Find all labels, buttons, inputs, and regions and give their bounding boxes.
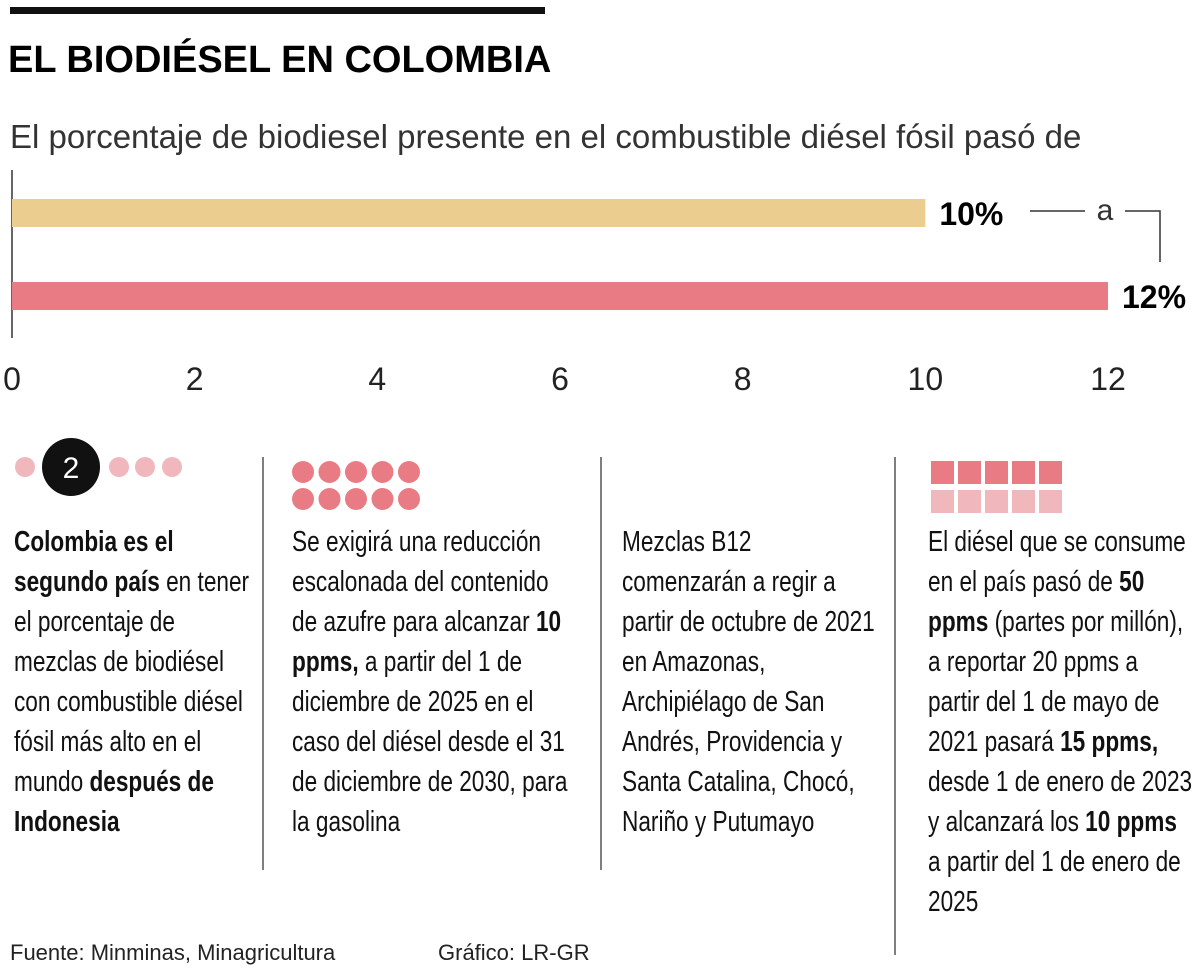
square-icon <box>985 461 1008 484</box>
bold-text: 10 ppms <box>1085 806 1177 838</box>
square-icon <box>1039 490 1062 513</box>
dot-icon <box>371 461 394 483</box>
dot-icon <box>292 488 314 510</box>
badge-text: 2 <box>63 452 80 485</box>
credit: Gráfico: LR-GR <box>438 940 590 965</box>
square-icon <box>1039 461 1062 484</box>
x-tick-label: 12 <box>1090 361 1126 397</box>
bar <box>12 199 926 227</box>
dot-icon <box>318 488 341 510</box>
subtitle: El porcentaje de biodiesel presente en e… <box>10 118 1081 155</box>
column-text: Se exigirá una reducción escalonada del … <box>292 522 577 842</box>
connector-text: a <box>1097 194 1114 227</box>
dot-icon <box>398 461 420 483</box>
text: Se exigirá una reducción escalonada del … <box>292 526 549 638</box>
text: a partir del 1 de diciembre de 2025 en e… <box>292 646 568 838</box>
square-icon <box>958 490 981 513</box>
text: en tener el porcentaje de mezclas de bio… <box>14 566 250 798</box>
dot-icon <box>109 457 129 477</box>
bold-text: 50 ppms <box>928 566 1145 638</box>
bold-text: 10 ppms, <box>292 606 562 678</box>
text: El diésel que se consume en el país pasó… <box>928 526 1186 598</box>
x-tick-label: 4 <box>368 361 386 397</box>
x-tick-label: 0 <box>3 361 21 397</box>
value-label: 10% <box>939 196 1003 232</box>
square-icon <box>958 461 981 484</box>
text: Mezclas B12 comenzarán a regir a partir … <box>622 526 875 838</box>
text: desde 1 de enero de 2023 y alcanzará los <box>928 766 1193 838</box>
x-tick-label: 8 <box>734 361 752 397</box>
square-icon <box>985 490 1008 513</box>
column-text: Mezclas B12 comenzarán a regir a partir … <box>622 522 877 842</box>
dot-icon <box>345 488 367 510</box>
square-icon <box>1012 461 1035 484</box>
dot-icon <box>162 457 182 477</box>
x-tick-label: 10 <box>908 361 944 397</box>
dot-icon <box>345 461 367 483</box>
value-label: 12% <box>1122 279 1186 315</box>
bold-text: 15 ppms, <box>1060 726 1159 758</box>
source: Fuente: Minminas, Minagricultura <box>10 940 336 965</box>
dot-icon <box>15 457 35 477</box>
bold-text: después de Indonesia <box>14 766 214 838</box>
square-icon <box>1012 490 1035 513</box>
text: (partes por millón), a reportar 20 ppms … <box>928 606 1184 758</box>
text: a partir del 1 de enero de 2025 <box>928 846 1181 918</box>
dot-icon <box>371 488 394 510</box>
dot-icon <box>135 457 155 477</box>
dot-icon <box>398 488 420 510</box>
dot-icon <box>292 461 314 483</box>
connector-line <box>1125 210 1161 262</box>
x-tick-label: 2 <box>186 361 204 397</box>
column-text: El diésel que se consume en el país pasó… <box>928 522 1193 922</box>
x-tick-label: 6 <box>551 361 569 397</box>
title: EL BIODIÉSEL EN COLOMBIA <box>8 37 551 81</box>
bold-text: Colombia es el segundo país <box>14 526 174 598</box>
square-icon <box>931 490 954 513</box>
badge <box>42 438 100 496</box>
square-icon <box>931 461 954 484</box>
bar <box>12 282 1108 310</box>
title-bar <box>10 7 545 14</box>
dot-icon <box>318 461 341 483</box>
column-text: Colombia es el segundo país en tener el … <box>14 522 259 842</box>
